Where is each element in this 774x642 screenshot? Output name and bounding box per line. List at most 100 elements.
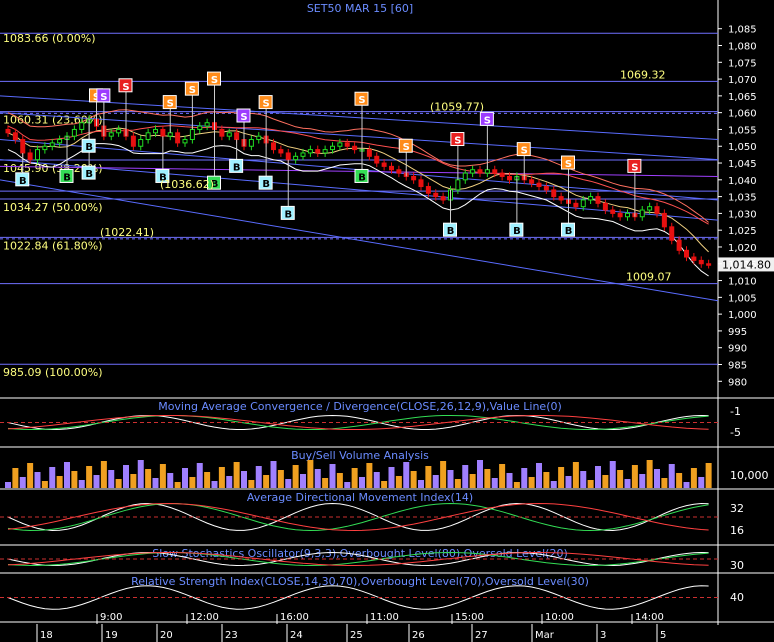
indicator-tick: 40	[730, 591, 744, 604]
volume-bar	[64, 462, 70, 488]
candle-body	[330, 145, 335, 151]
sell-signal-box	[516, 142, 531, 157]
y-tick-label: 995	[728, 327, 747, 338]
candle-body	[189, 128, 195, 141]
volume-bar	[447, 470, 454, 488]
candle-body	[285, 152, 291, 161]
sell-signal-box	[258, 95, 273, 110]
y-tick-label: 1,060	[728, 109, 757, 120]
volume-bar	[418, 480, 424, 488]
sell-signal-box	[354, 91, 369, 106]
x-tick-label: 27	[475, 630, 488, 641]
candle-body	[499, 172, 505, 177]
fib-level-label: 1045.90 (38.20%)	[3, 162, 103, 175]
indicator-line	[7, 551, 709, 567]
buy-signal-label: B	[447, 226, 455, 237]
price-annotation: 1069.32	[620, 68, 666, 81]
volume-bar	[56, 476, 63, 488]
candle-body	[337, 142, 343, 147]
x-tick-label: Mar	[535, 630, 555, 641]
volume-bar	[174, 482, 181, 488]
candle-body	[366, 149, 372, 157]
volume-bar	[211, 481, 218, 488]
volume-bar	[513, 482, 520, 488]
price-annotation: (1022.41)	[100, 226, 154, 239]
buy-signal-label: B	[85, 142, 93, 153]
volume-bar	[145, 469, 152, 488]
buy-signal-box	[443, 222, 457, 237]
buy-signal-box	[561, 222, 575, 237]
trend-line	[0, 95, 719, 141]
volume-bar	[263, 475, 270, 488]
volume-bar	[41, 481, 48, 488]
candle-body	[440, 196, 446, 201]
indicator-line	[7, 552, 709, 566]
volume-bar	[617, 470, 624, 488]
candle-body	[684, 249, 689, 258]
indicator-tick: 32	[730, 502, 744, 515]
sell-signal-label: S	[189, 85, 196, 96]
candle-body	[219, 128, 225, 137]
candle-body	[418, 179, 424, 188]
buy-signal-label: B	[358, 172, 366, 183]
sell-signal-box	[162, 95, 177, 110]
volume-bar	[292, 465, 299, 488]
candle-body	[654, 206, 660, 214]
volume-bar	[233, 462, 240, 488]
volume-bar	[300, 474, 306, 488]
volume-bar	[19, 477, 26, 488]
sell-signal-box	[450, 132, 465, 147]
buy-signal-label: B	[233, 162, 241, 173]
volume-bar	[366, 463, 373, 488]
candle-body	[130, 135, 136, 147]
volume-bar	[336, 473, 343, 488]
sell-signal-label: S	[240, 112, 247, 123]
candle-body	[374, 155, 380, 164]
y-tick-label: 1,010	[728, 277, 757, 288]
indicator-tick: -5	[730, 426, 741, 439]
volume-bar	[646, 460, 653, 488]
volume-bar	[34, 472, 41, 488]
y-tick-label: 1,035	[728, 193, 757, 204]
candle-body	[20, 139, 26, 154]
volume-bar	[381, 481, 388, 488]
volume-bar	[351, 468, 358, 488]
y-tick-label: 1,065	[728, 92, 757, 103]
last-price-label: 1,014.80	[722, 258, 771, 271]
buy-signal-label: B	[284, 209, 292, 220]
volume-bar	[550, 481, 557, 488]
buy-signal-box	[229, 158, 244, 173]
trend-line	[0, 159, 719, 221]
sell-signal-box	[118, 78, 133, 93]
candle-body	[256, 135, 262, 141]
indicator-title: Buy/Sell Volume Analysis	[291, 449, 429, 462]
buy-signal-box	[509, 222, 524, 237]
y-tick-label: 980	[728, 377, 747, 388]
volume-bar	[204, 472, 211, 488]
y-tick-label: 1,040	[728, 176, 757, 187]
x-tick-label: 16:00	[280, 612, 309, 623]
indicator-line	[7, 415, 709, 430]
buy-signal-box	[354, 168, 369, 183]
volume-bar	[159, 464, 166, 488]
y-tick-label: 1,000	[728, 310, 757, 321]
candle-body	[676, 239, 682, 251]
sell-signal-label: S	[565, 159, 572, 170]
candle-body	[580, 199, 586, 208]
candle-body	[558, 196, 564, 201]
trend-line	[0, 179, 719, 302]
last-price-box	[718, 257, 774, 272]
y-tick-label: 1,005	[728, 293, 757, 304]
x-tick-label: 25	[350, 630, 363, 641]
candle-body	[27, 152, 33, 161]
sell-signal-box	[398, 138, 413, 153]
candle-body	[484, 169, 490, 174]
volume-bar	[631, 465, 638, 488]
x-tick-label: 11:00	[370, 612, 399, 623]
volume-bar	[469, 474, 476, 488]
price-annotations: 1069.32 (1059.77) (1036.62) (1022.41) 1009.0…	[100, 68, 774, 284]
fib-level-label: 985.09 (100.00%)	[3, 366, 103, 379]
volume-bar	[277, 470, 284, 488]
volume-bar	[491, 478, 498, 488]
volume-bar	[698, 477, 705, 488]
